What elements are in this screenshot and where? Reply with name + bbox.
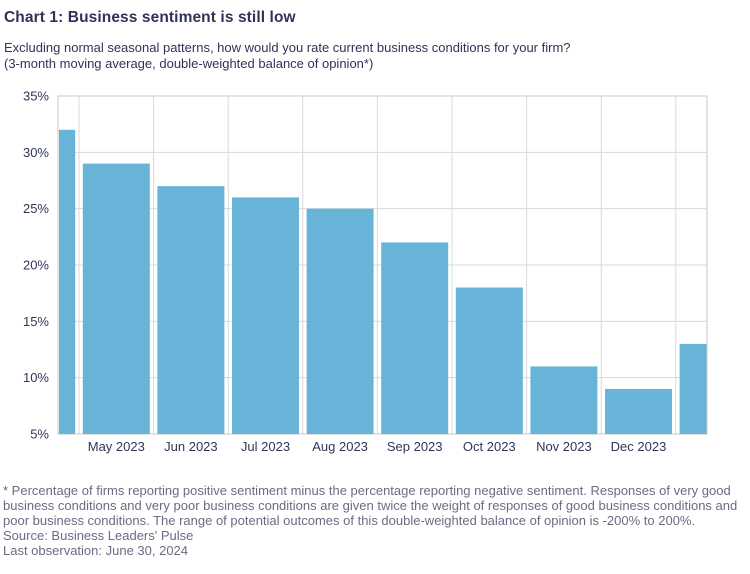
bar-may-2023 — [82, 163, 150, 434]
bar-dec-2023 — [605, 388, 672, 434]
footnote-last-observation: Last observation: June 30, 2024 — [3, 543, 189, 558]
chart-footnote: * Percentage of firms reporting positive… — [3, 483, 747, 558]
x-tick-label: Jul 2023 — [241, 439, 290, 454]
y-tick-label: 20% — [23, 258, 49, 273]
footnote-source: Source: Business Leaders' Pulse — [3, 528, 194, 543]
sentiment-bar-chart: 5% 10% 15% 20% 25% 30% 35% May 2023 Jun 2023 Jul … — [23, 89, 708, 454]
bar-nov-2023 — [530, 366, 598, 434]
chart-title: Chart 1: Business sentiment is still low — [4, 9, 296, 26]
x-tick-label: Sep 2023 — [387, 439, 443, 454]
chart-subtitle-line2: (3-month moving average, double-weighted… — [4, 56, 374, 71]
x-tick-label: May 2023 — [88, 439, 145, 454]
bar-oct-2023 — [455, 287, 523, 434]
x-tick-label: Dec 2023 — [611, 439, 667, 454]
bar-jun-2023 — [157, 186, 225, 434]
y-tick-label: 5% — [30, 427, 49, 442]
y-tick-label: 30% — [23, 145, 49, 160]
bar-partial-9 — [679, 343, 707, 434]
chart-subtitle-line1: Excluding normal seasonal patterns, how … — [4, 40, 571, 55]
bar-partial-0 — [59, 129, 76, 435]
chart-subtitle: Excluding normal seasonal patterns, how … — [4, 40, 571, 72]
y-tick-label: 10% — [23, 370, 49, 385]
footnote-definition: * Percentage of firms reporting positive… — [3, 483, 738, 528]
bar-jul-2023 — [232, 197, 299, 434]
bar-sep-2023 — [381, 242, 449, 434]
x-tick-label: Jun 2023 — [164, 439, 218, 454]
y-tick-label: 15% — [23, 314, 49, 329]
x-tick-label: Nov 2023 — [536, 439, 592, 454]
y-tick-label: 35% — [23, 89, 49, 104]
y-tick-label: 25% — [23, 201, 49, 216]
bar-aug-2023 — [306, 208, 374, 434]
x-tick-label: Oct 2023 — [463, 439, 516, 454]
x-tick-label: Aug 2023 — [312, 439, 368, 454]
